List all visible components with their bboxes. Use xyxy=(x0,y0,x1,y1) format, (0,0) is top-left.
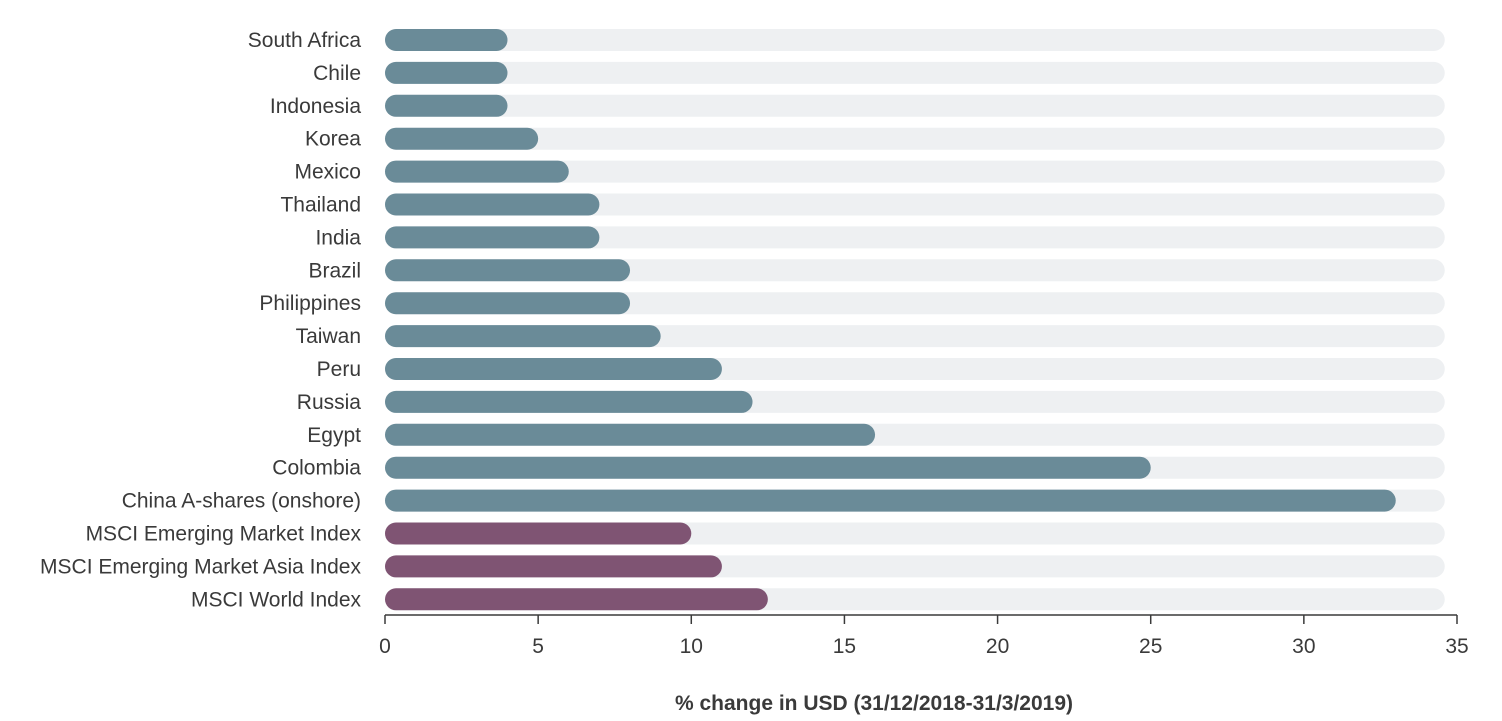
x-axis-title: % change in USD (31/12/2018-31/3/2019) xyxy=(675,692,1073,715)
category-label: MSCI Emerging Market Asia Index xyxy=(40,555,361,578)
category-label: Mexico xyxy=(294,161,361,184)
x-tick-label: 35 xyxy=(1445,635,1468,658)
bar-thailand xyxy=(385,193,600,216)
category-label: Colombia xyxy=(272,457,361,480)
bar-track-korea xyxy=(385,127,1445,150)
category-label: Peru xyxy=(317,358,361,381)
category-label: Taiwan xyxy=(296,325,361,348)
bar-track-philippines xyxy=(385,292,1445,315)
bar-track-mexico xyxy=(385,160,1445,183)
bar-track-india xyxy=(385,226,1445,249)
category-label: South Africa xyxy=(248,29,362,52)
bar-taiwan xyxy=(385,325,661,348)
x-tick-label: 20 xyxy=(986,635,1009,658)
bar-china-a-shares-onshore xyxy=(385,489,1396,512)
bar-south-africa xyxy=(385,29,508,51)
bar-india xyxy=(385,226,600,249)
bar-egypt xyxy=(385,423,876,446)
category-label: Brazil xyxy=(308,259,361,282)
category-label: Indonesia xyxy=(270,95,361,118)
bar-colombia xyxy=(385,456,1151,479)
x-axis: 0 5 10 15 20 25 30 35 xyxy=(379,614,1469,658)
bar-track-south-africa xyxy=(385,29,1445,51)
category-label: India xyxy=(315,226,361,249)
x-tick-label: 25 xyxy=(1139,635,1162,658)
bar-russia xyxy=(385,390,753,413)
x-tick-label: 5 xyxy=(532,635,544,658)
bar-msci-emerging-market-asia-index xyxy=(385,555,722,578)
bar-peru xyxy=(385,358,722,380)
bar-track-brazil xyxy=(385,259,1445,282)
x-tick-label: 30 xyxy=(1292,635,1315,658)
bar-philippines xyxy=(385,292,631,315)
bar-chile xyxy=(385,61,508,84)
category-label: Russia xyxy=(297,391,362,414)
category-labels: South Africa Chile Indonesia Korea Mexico Tha… xyxy=(40,29,361,611)
bar-mexico xyxy=(385,160,569,183)
category-label: MSCI World Index xyxy=(191,588,361,611)
category-label: China A-shares (onshore) xyxy=(122,490,361,513)
bar-track-chile xyxy=(385,61,1445,84)
category-label: Philippines xyxy=(259,292,361,315)
category-label: Thailand xyxy=(280,194,361,217)
bar-msci-emerging-market-index xyxy=(385,522,692,545)
category-label: Egypt xyxy=(307,424,361,447)
category-label: Chile xyxy=(313,62,361,85)
bars xyxy=(385,29,1396,611)
x-tick-label: 10 xyxy=(680,635,703,658)
category-label: MSCI Emerging Market Index xyxy=(86,523,362,546)
x-tick-label: 15 xyxy=(833,635,856,658)
bar-korea xyxy=(385,127,539,150)
bar-track-thailand xyxy=(385,193,1445,216)
bar-msci-world-index xyxy=(385,588,768,611)
bar-indonesia xyxy=(385,94,508,117)
x-tick-label: 0 xyxy=(379,635,391,658)
bar-track-indonesia xyxy=(385,94,1445,117)
category-label: Korea xyxy=(305,128,361,151)
bar-brazil xyxy=(385,259,631,282)
